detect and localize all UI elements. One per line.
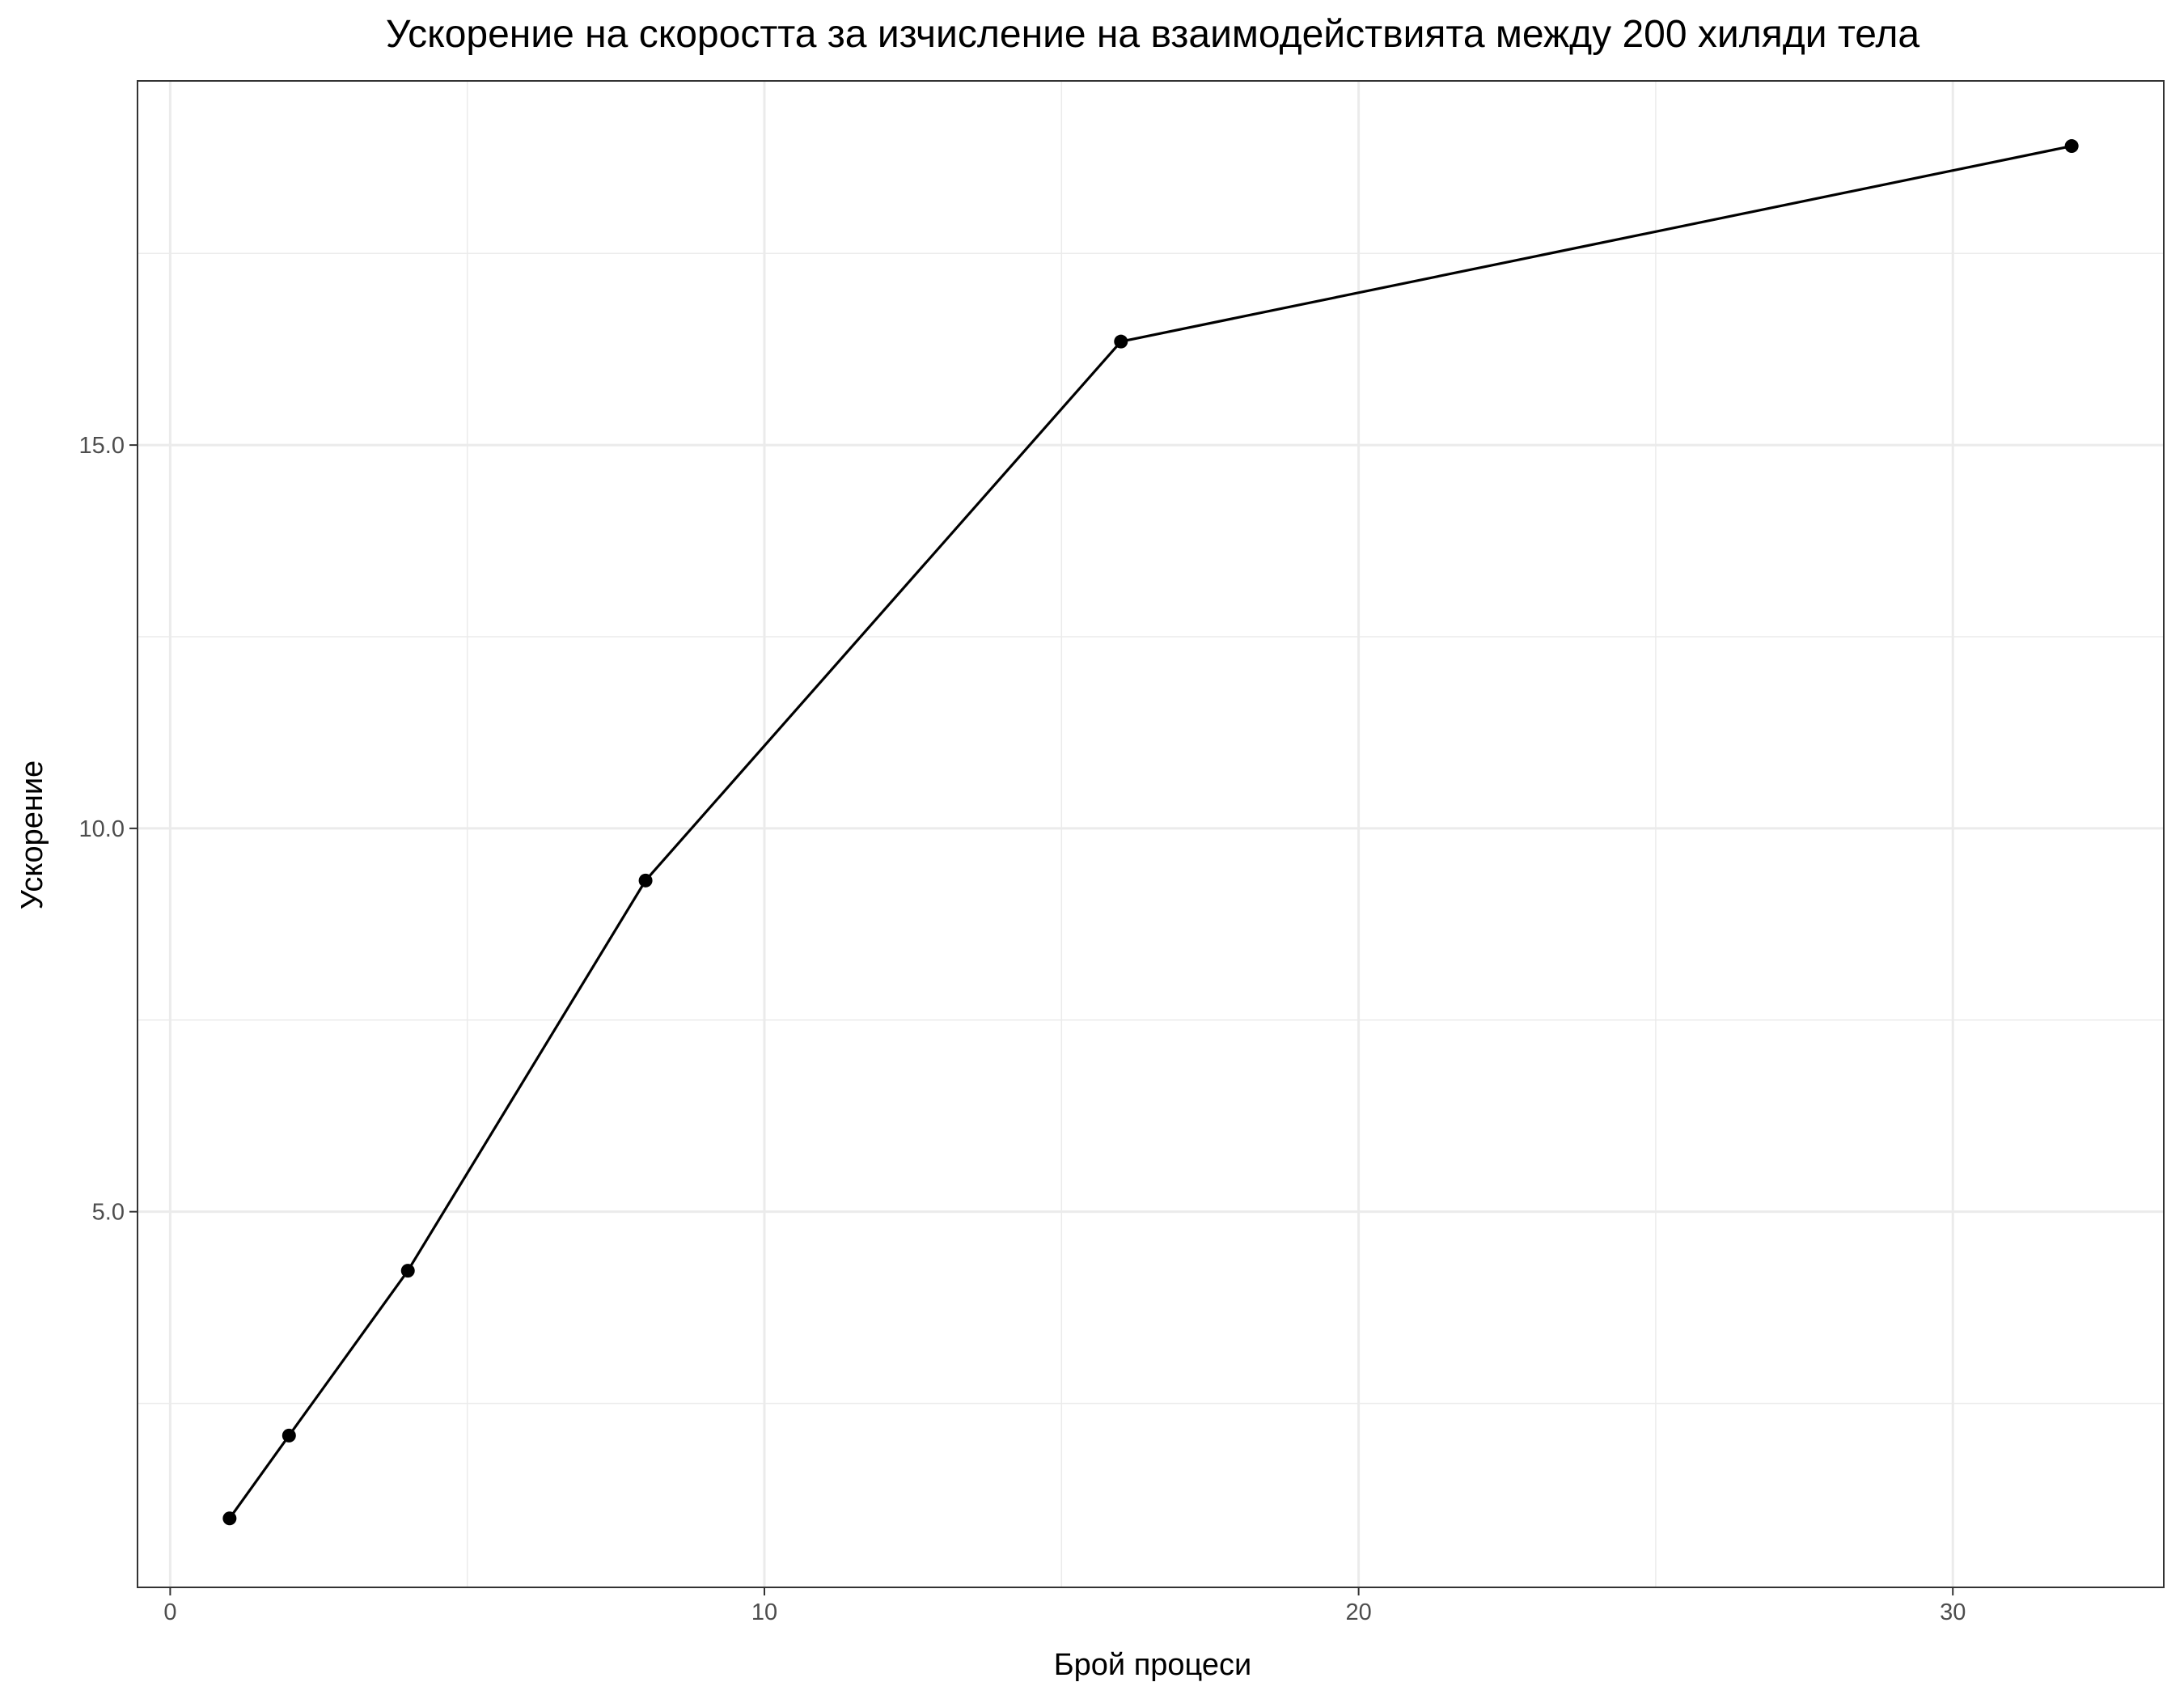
y-tick-label: 15.0 (79, 433, 125, 459)
y-tick-label: 5.0 (92, 1200, 125, 1226)
data-point (281, 1428, 296, 1443)
series-line (228, 144, 2072, 1519)
x-tick-label: 10 (751, 1599, 777, 1625)
panel-border (137, 80, 2165, 1588)
x-tick-label: 0 (163, 1599, 176, 1625)
major-gridlines (138, 81, 2164, 1587)
series-layer (222, 139, 2079, 1526)
minor-gridlines (138, 81, 2164, 1587)
chart-title: Ускорение на скоростта за изчисление на … (386, 13, 1920, 56)
data-point (2064, 139, 2079, 154)
y-axis-title: Ускорение (15, 761, 49, 909)
data-point (400, 1264, 415, 1278)
x-tick-label: 30 (1940, 1599, 1966, 1625)
axis-ticks: 0 10 20 30 5.0 10.0 15.0 (79, 433, 1966, 1625)
x-tick-label: 20 (1345, 1599, 1371, 1625)
data-point (638, 873, 653, 888)
data-point (1114, 334, 1128, 349)
y-tick-label: 10.0 (79, 816, 125, 842)
x-axis-title: Брой процеси (1054, 1648, 1252, 1682)
data-point (222, 1511, 237, 1526)
